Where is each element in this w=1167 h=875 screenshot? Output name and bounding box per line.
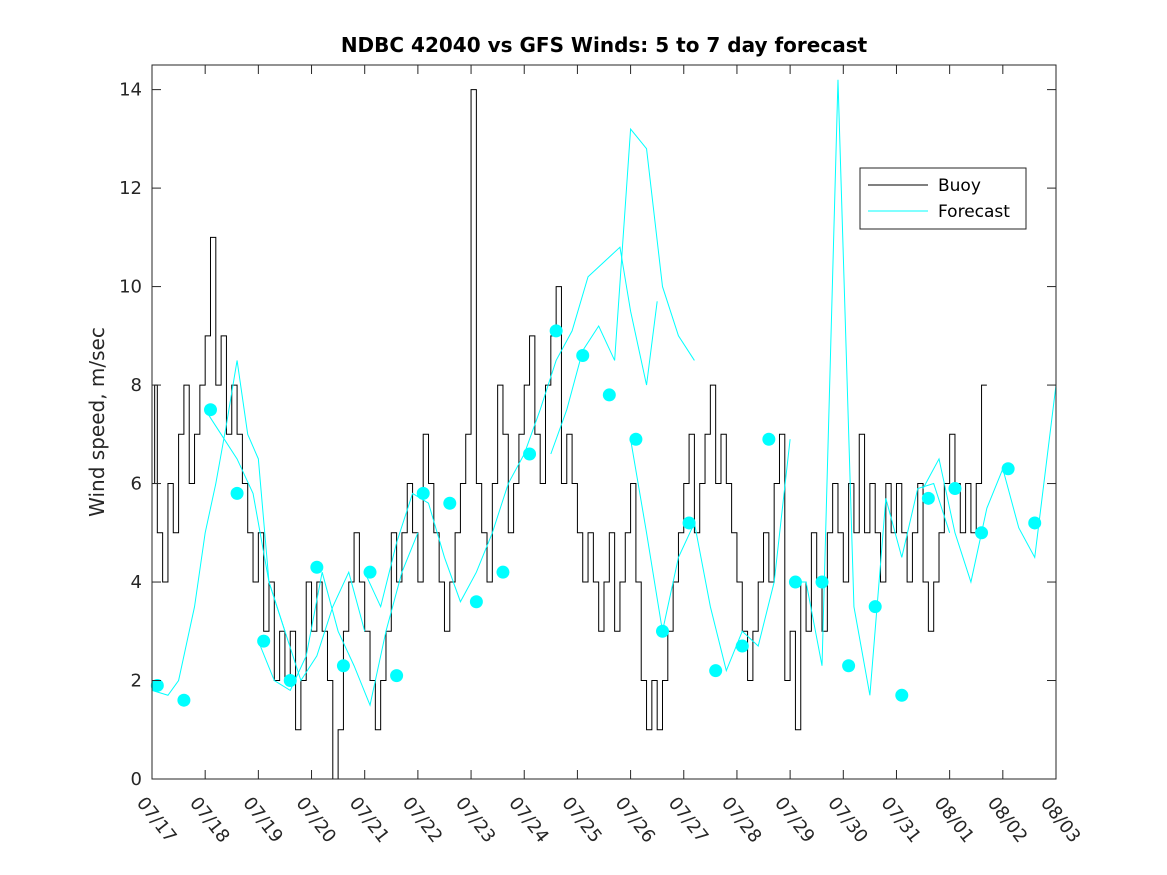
forecast-point [416,486,430,500]
y-tick-label: 2 [131,671,142,692]
forecast-point [230,486,244,500]
forecast-point [788,575,802,589]
forecast-series-line-6 [630,439,791,673]
y-tick-label: 6 [131,474,142,495]
forecast-point [310,560,324,574]
forecast-series-line-3 [257,532,419,707]
chart-title: NDBC 42040 vs GFS Winds: 5 to 7 day fore… [341,33,868,57]
x-tick-label: 07/29 [770,793,818,847]
forecast-point [390,669,404,683]
plot-area [150,79,1057,780]
x-tick-label: 08/02 [983,793,1031,847]
x-tick-label: 07/31 [877,793,925,847]
x-tick-label: 07/17 [132,793,180,847]
forecast-point [921,491,935,505]
x-tick-label: 07/23 [451,793,499,847]
legend-forecast-label: Forecast [938,202,1010,222]
forecast-point [363,565,377,579]
forecast-point [150,678,164,692]
forecast-series-line-8 [922,385,1057,584]
forecast-series-line-2 [204,409,366,682]
x-tick-label: 07/28 [717,793,765,847]
legend: Buoy Forecast [859,167,1027,230]
forecast-point [336,659,350,673]
x-tick-label: 07/22 [398,793,446,847]
forecast-point [735,639,749,653]
forecast-point [1028,516,1042,530]
forecast-point [709,664,723,678]
forecast-point [523,447,537,461]
y-axis-label: Wind speed, m/sec [85,327,109,517]
forecast-point [177,693,191,707]
forecast-point [443,496,457,510]
x-tick-label: 07/19 [238,793,286,847]
x-tick-label: 07/18 [185,793,233,847]
forecast-point [655,624,669,638]
x-tick-label: 07/20 [292,793,340,847]
forecast-point [975,526,989,540]
y-tick-label: 4 [131,572,142,593]
x-tick-label: 07/21 [345,793,393,847]
x-tick-label: 08/03 [1036,793,1084,847]
x-tick-label: 07/25 [557,793,605,847]
forecast-point [203,403,217,417]
x-tick-label: 07/27 [664,793,712,847]
forecast-point [602,388,616,402]
forecast-series-line-1 [151,360,286,696]
forecast-point [576,349,590,363]
forecast-series-line-4 [364,246,658,609]
forecast-point [948,481,962,495]
forecast-point [549,324,563,338]
y-tick-label: 10 [119,277,142,298]
y-tick-label: 14 [119,80,142,101]
forecast-series-line-5 [550,127,695,455]
forecast-point [469,595,483,609]
forecast-point [842,659,856,673]
x-tick-label: 07/26 [611,793,659,847]
forecast-point [1001,462,1015,476]
legend-buoy-label: Buoy [938,176,981,196]
forecast-point [895,688,909,702]
forecast-point [868,600,882,614]
forecast-point [629,432,643,446]
y-tick-label: 12 [119,178,142,199]
forecast-point [257,634,271,648]
forecast-point [815,575,829,589]
x-tick-label: 08/01 [930,793,978,847]
forecast-point [496,565,510,579]
forecast-series-line-7 [790,79,951,696]
forecast-point [283,674,297,688]
x-tick-label: 07/30 [823,793,871,847]
legend-box [859,167,1027,230]
x-tick-label: 07/24 [504,793,552,847]
axes-box [151,64,1057,780]
y-tick-label: 8 [131,375,142,396]
forecast-point [682,516,696,530]
forecast-point [762,432,776,446]
y-tick-label: 0 [131,769,142,790]
